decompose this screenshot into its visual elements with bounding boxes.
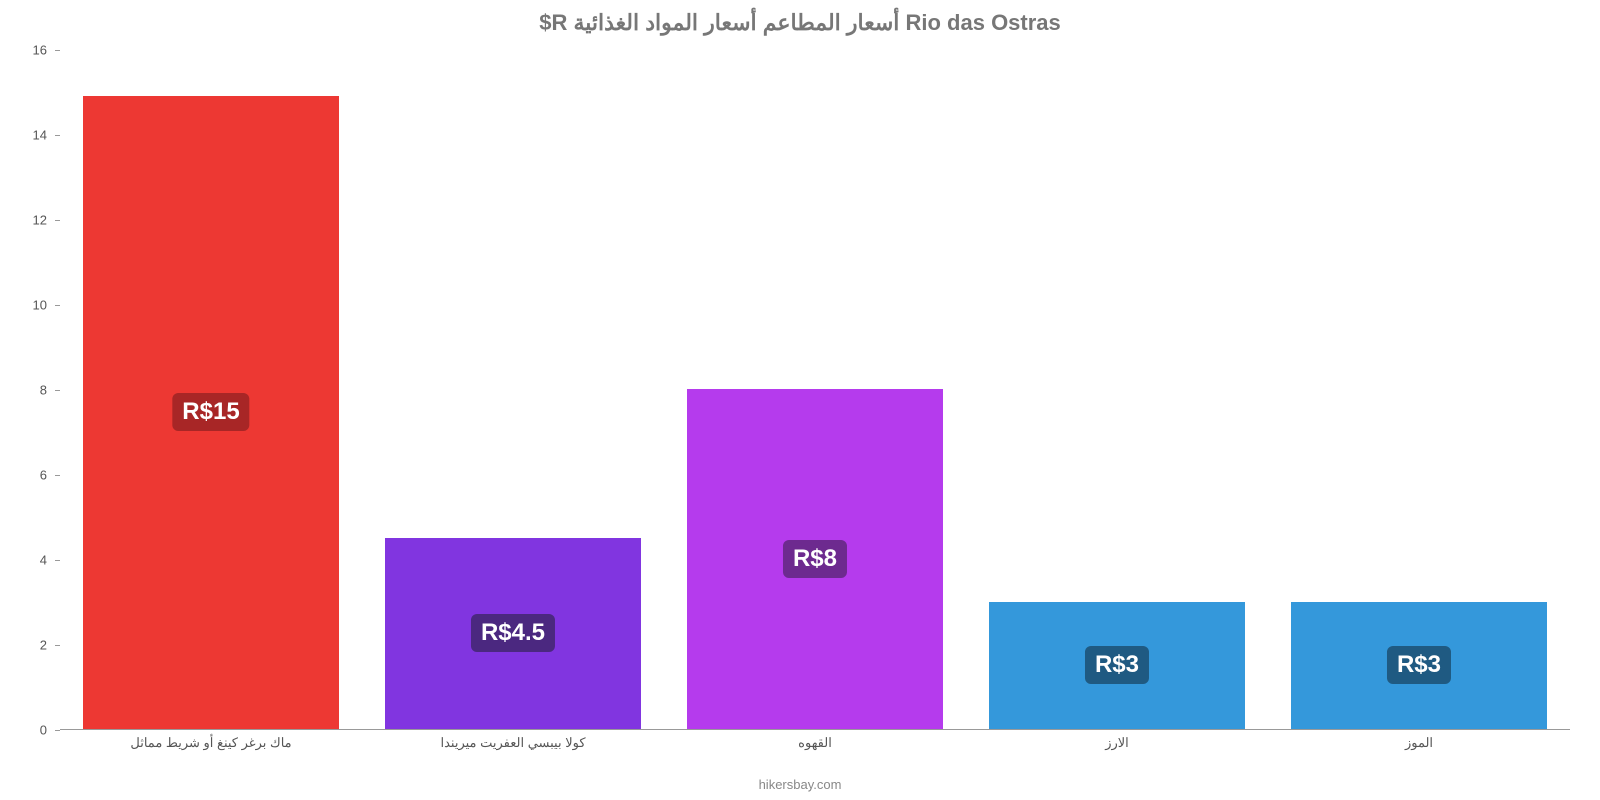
value-badge: R$4.5 — [471, 614, 555, 652]
bar: R$8 — [687, 389, 944, 729]
x-axis-labels: ماك برغر كينغ أو شريط مماثل كولا بيبسي ال… — [60, 735, 1570, 765]
value-badge: R$8 — [783, 540, 847, 578]
y-tick-label: 4 — [40, 553, 47, 568]
x-axis-label: ماك برغر كينغ أو شريط مماثل — [130, 735, 291, 751]
chart-title: Rio das Ostras أسعار المطاعم أسعار الموا… — [0, 10, 1600, 36]
x-axis-label: كولا بيبسي العفريت ميريندا — [440, 735, 585, 751]
bar-slot: R$3 — [1268, 50, 1570, 729]
bar: R$15 — [83, 96, 340, 729]
x-axis-label: الارز — [1105, 735, 1129, 751]
bars-row: R$15 R$4.5 R$8 R$3 R$3 — [60, 50, 1570, 729]
y-tick-label: 8 — [40, 383, 47, 398]
y-tick-label: 2 — [40, 638, 47, 653]
bar: R$3 — [1291, 602, 1548, 730]
bar-slot: R$4.5 — [362, 50, 664, 729]
y-tick-label: 12 — [33, 213, 47, 228]
bar-slot: R$3 — [966, 50, 1268, 729]
y-axis: 0246810121416 — [0, 50, 55, 730]
value-badge: R$15 — [172, 393, 249, 431]
x-axis-label: القهوه — [798, 735, 832, 751]
plot-area: R$15 R$4.5 R$8 R$3 R$3 — [60, 50, 1570, 730]
x-axis-label: الموز — [1405, 735, 1433, 751]
attribution-text: hikersbay.com — [0, 777, 1600, 792]
y-tick-label: 10 — [33, 298, 47, 313]
chart-container: Rio das Ostras أسعار المطاعم أسعار الموا… — [0, 0, 1600, 800]
y-tick-label: 16 — [33, 43, 47, 58]
value-badge: R$3 — [1387, 646, 1451, 684]
bar: R$4.5 — [385, 538, 642, 729]
bar: R$3 — [989, 602, 1246, 730]
y-tick-label: 6 — [40, 468, 47, 483]
bar-slot: R$15 — [60, 50, 362, 729]
value-badge: R$3 — [1085, 646, 1149, 684]
y-tick-label: 0 — [40, 723, 47, 738]
bar-slot: R$8 — [664, 50, 966, 729]
y-tick-mark — [55, 730, 60, 731]
y-tick-label: 14 — [33, 128, 47, 143]
